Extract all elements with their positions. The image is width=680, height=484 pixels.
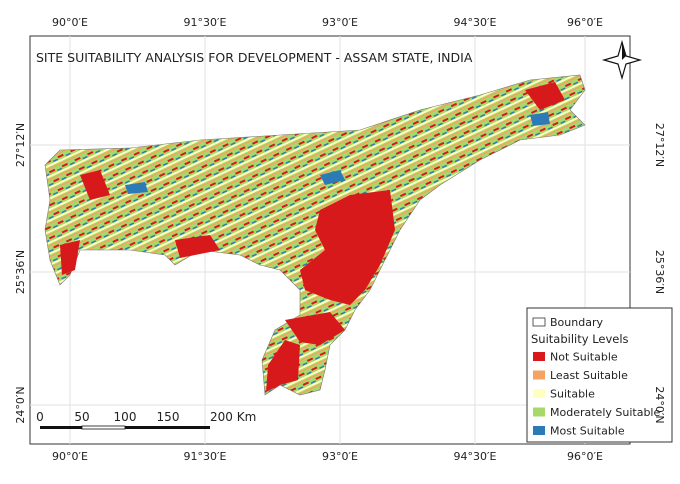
longitude-label-bottom: 93°0′E	[322, 450, 358, 463]
longitude-label-top: 91°30′E	[184, 16, 227, 29]
most-suitable-zone	[320, 170, 345, 185]
legend-label: Not Suitable	[550, 351, 618, 364]
not-suitable-zone	[175, 235, 220, 258]
latitude-label-left: 25°36′N	[14, 250, 27, 294]
scale-labels: 0 50 100 150 200 Km	[36, 410, 256, 424]
not-suitable-zone	[525, 82, 565, 110]
legend-label: Moderately Suitable	[550, 406, 660, 419]
scale-label: 0	[36, 410, 44, 424]
legend-swatch	[533, 352, 545, 361]
scale-label: 50	[74, 410, 89, 424]
assam-region	[44, 74, 586, 396]
longitude-label-top: 93°0′E	[322, 16, 358, 29]
state-map	[44, 74, 586, 396]
not-suitable-zone	[285, 312, 345, 345]
longitude-label-bottom: 94°30′E	[454, 450, 497, 463]
scale-bar	[40, 425, 210, 430]
legend-swatch	[533, 370, 545, 380]
legend-swatch	[533, 389, 545, 398]
latitude-label-left: 24°0′N	[14, 386, 27, 423]
not-suitable-zone	[60, 240, 80, 275]
scale-label: 150	[157, 410, 180, 424]
longitude-label-bottom: 91°30′E	[184, 450, 227, 463]
most-suitable-zone	[530, 112, 550, 126]
latitude-label-right: 27°12′N	[653, 123, 666, 167]
legend-label: Least Suitable	[550, 369, 628, 382]
map-title: SITE SUITABILITY ANALYSIS FOR DEVELOPMEN…	[36, 50, 473, 65]
not-suitable-zone	[80, 170, 110, 200]
not-suitable-zone	[266, 340, 300, 392]
not-suitable-zone	[300, 190, 395, 305]
legend-heading: Suitability Levels	[531, 332, 629, 346]
north-arrow	[601, 39, 643, 81]
longitude-label-bottom: 90°0′E	[52, 450, 88, 463]
legend: Boundary Suitability Levels	[526, 307, 673, 443]
legend-boundary: Boundary	[550, 316, 603, 329]
legend-swatch	[533, 407, 545, 417]
most-suitable-zone	[125, 182, 148, 194]
longitude-label-bottom: 96°0′E	[567, 450, 603, 463]
longitude-label-top: 94°30′E	[454, 16, 497, 29]
scale-label: 200 Km	[210, 410, 256, 424]
latitude-label-right: 25°36′N	[653, 250, 666, 294]
legend-classes: Not Suitable Least Suitable Suitable Modera…	[533, 351, 660, 438]
legend-swatch	[533, 426, 545, 435]
legend-label: Suitable	[550, 388, 595, 401]
legend-label: Most Suitable	[550, 425, 625, 438]
longitude-label-top: 96°0′E	[567, 16, 603, 29]
scale-label: 100	[114, 410, 137, 424]
latitude-label-right: 24°0′N	[653, 386, 666, 423]
latitude-label-left: 27°12′N	[14, 123, 27, 167]
longitude-label-top: 90°0′E	[52, 16, 88, 29]
